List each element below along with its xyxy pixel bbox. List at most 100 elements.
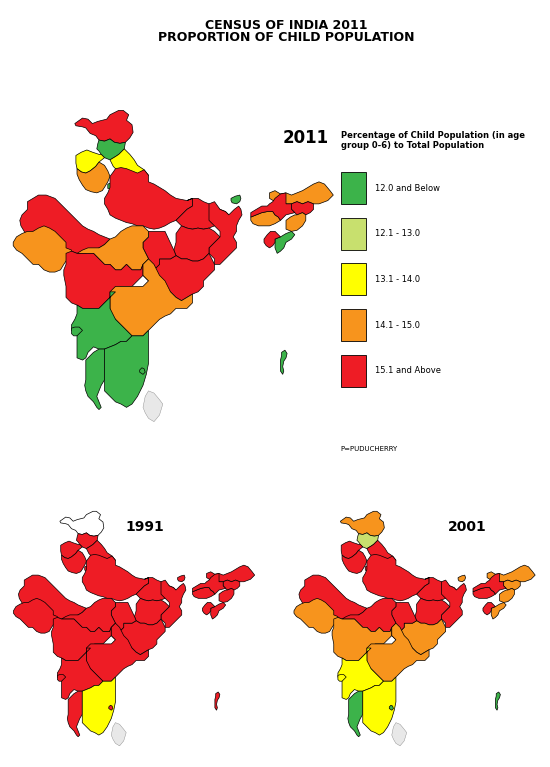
Polygon shape <box>392 723 406 746</box>
Polygon shape <box>417 578 456 601</box>
Polygon shape <box>109 602 136 640</box>
Polygon shape <box>67 691 82 737</box>
Polygon shape <box>496 692 500 710</box>
Polygon shape <box>400 619 446 655</box>
Polygon shape <box>104 331 148 407</box>
Polygon shape <box>348 691 363 737</box>
Polygon shape <box>13 598 57 633</box>
Polygon shape <box>161 580 186 627</box>
FancyBboxPatch shape <box>341 354 366 387</box>
Text: 2001: 2001 <box>448 520 487 535</box>
Polygon shape <box>209 202 242 265</box>
FancyBboxPatch shape <box>341 263 366 295</box>
Polygon shape <box>211 602 226 619</box>
Text: CENSUS OF INDIA 2011: CENSUS OF INDIA 2011 <box>205 19 367 32</box>
Text: 2011: 2011 <box>283 130 329 147</box>
Polygon shape <box>141 232 176 281</box>
Polygon shape <box>390 602 417 640</box>
Polygon shape <box>207 565 255 581</box>
Polygon shape <box>140 367 145 374</box>
Polygon shape <box>108 183 114 189</box>
Text: PROPORTION OF CHILD POPULATION: PROPORTION OF CHILD POPULATION <box>158 31 414 44</box>
Polygon shape <box>82 677 116 735</box>
FancyBboxPatch shape <box>341 218 366 250</box>
Polygon shape <box>367 623 429 681</box>
Polygon shape <box>215 692 220 710</box>
Polygon shape <box>483 602 496 615</box>
Polygon shape <box>62 550 86 574</box>
Polygon shape <box>57 648 103 700</box>
Polygon shape <box>60 542 82 558</box>
Polygon shape <box>223 580 240 590</box>
Polygon shape <box>202 602 215 615</box>
Polygon shape <box>342 550 367 574</box>
Polygon shape <box>299 575 367 623</box>
Polygon shape <box>13 225 72 272</box>
Polygon shape <box>109 705 113 710</box>
Polygon shape <box>338 648 383 700</box>
Polygon shape <box>176 199 229 229</box>
Polygon shape <box>473 588 496 598</box>
Text: 14.1 - 15.0: 14.1 - 15.0 <box>375 321 420 330</box>
Polygon shape <box>251 193 295 220</box>
Polygon shape <box>264 232 280 248</box>
Polygon shape <box>270 182 333 204</box>
FancyBboxPatch shape <box>341 309 366 341</box>
Polygon shape <box>76 150 104 173</box>
Polygon shape <box>458 575 465 581</box>
Polygon shape <box>231 195 241 204</box>
Polygon shape <box>367 540 396 563</box>
Polygon shape <box>340 512 384 536</box>
Polygon shape <box>357 533 378 548</box>
Polygon shape <box>363 555 429 601</box>
Text: 1991: 1991 <box>125 520 164 535</box>
Polygon shape <box>77 162 110 193</box>
Polygon shape <box>82 555 148 601</box>
Polygon shape <box>154 253 215 301</box>
Polygon shape <box>365 566 370 571</box>
Polygon shape <box>111 723 126 746</box>
Polygon shape <box>491 602 506 619</box>
Polygon shape <box>442 580 466 627</box>
Polygon shape <box>75 110 133 143</box>
Polygon shape <box>76 533 98 548</box>
Polygon shape <box>219 588 234 602</box>
Polygon shape <box>499 588 514 602</box>
Polygon shape <box>135 598 169 625</box>
Polygon shape <box>60 512 104 536</box>
Text: 15.1 and Above: 15.1 and Above <box>375 366 441 375</box>
Polygon shape <box>110 149 148 179</box>
Polygon shape <box>415 598 450 625</box>
Polygon shape <box>19 575 86 623</box>
Polygon shape <box>72 292 132 360</box>
Polygon shape <box>292 202 313 215</box>
Text: 13.1 - 14.0: 13.1 - 14.0 <box>375 275 420 284</box>
Polygon shape <box>86 540 115 563</box>
Polygon shape <box>280 351 287 374</box>
Polygon shape <box>178 575 185 581</box>
Polygon shape <box>192 588 215 598</box>
Polygon shape <box>85 349 104 410</box>
Polygon shape <box>52 617 111 660</box>
FancyBboxPatch shape <box>341 172 366 204</box>
Polygon shape <box>341 542 363 558</box>
Polygon shape <box>251 212 280 225</box>
Polygon shape <box>332 617 392 660</box>
Polygon shape <box>275 232 295 253</box>
Polygon shape <box>110 259 192 336</box>
Text: 12.0 and Below: 12.0 and Below <box>375 183 440 193</box>
Polygon shape <box>85 566 90 571</box>
Polygon shape <box>64 251 143 308</box>
Polygon shape <box>86 623 148 681</box>
Polygon shape <box>192 574 226 594</box>
Polygon shape <box>136 578 176 601</box>
Polygon shape <box>143 391 163 422</box>
Polygon shape <box>97 139 125 160</box>
Polygon shape <box>286 212 306 232</box>
Polygon shape <box>77 225 148 270</box>
Polygon shape <box>342 598 396 631</box>
Polygon shape <box>294 598 338 633</box>
Polygon shape <box>473 574 506 594</box>
Text: 12.1 - 13.0: 12.1 - 13.0 <box>375 229 420 239</box>
Polygon shape <box>72 327 82 336</box>
